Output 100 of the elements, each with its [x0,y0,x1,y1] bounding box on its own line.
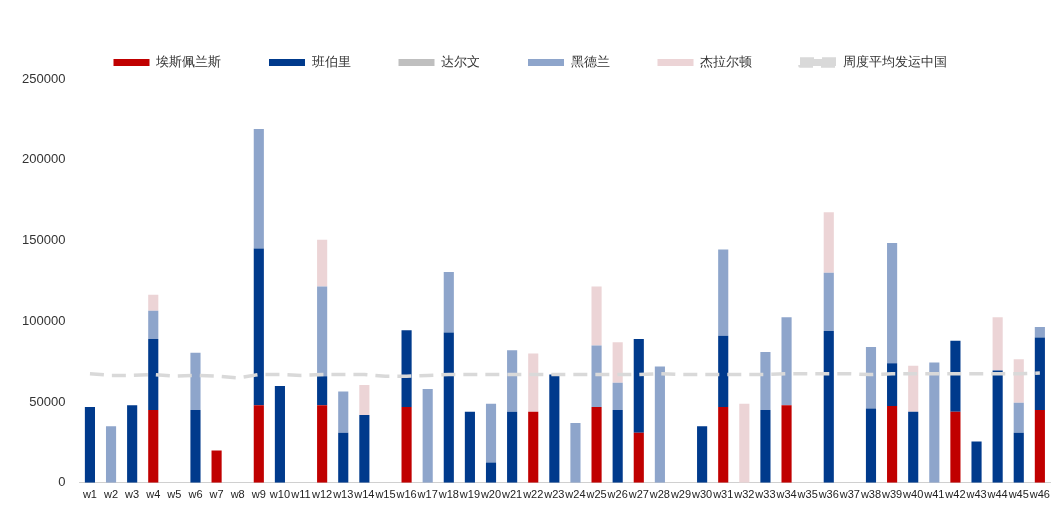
bar [549,374,560,483]
x-tick-label: w44 [986,488,1008,501]
bar [865,347,877,409]
bar [317,405,328,483]
bar [591,286,602,346]
bar [950,411,961,483]
bar [718,406,729,483]
bar [633,339,644,433]
x-tick-label: w25 [585,488,607,501]
bar [253,405,264,483]
bar [823,330,834,483]
bar [739,403,750,483]
bar [338,432,349,483]
bar [887,242,898,364]
bar [633,432,644,483]
bar [127,405,138,483]
x-tick-label: w34 [775,488,797,501]
bar [317,286,328,377]
x-tick-label: w6 [187,488,203,501]
x-tick-label: w3 [124,488,140,501]
bar [697,426,708,483]
bar [591,345,602,407]
bar [887,363,898,407]
x-tick-label: w21 [501,488,523,501]
bar [148,339,159,411]
bar [528,353,539,412]
bar [317,239,328,287]
x-tick-label: w37 [838,488,860,501]
bar [253,248,264,406]
bar [211,450,222,483]
bar [908,365,919,412]
x-tick-label: w11 [290,488,311,501]
y-tick-label: 250000 [21,70,66,86]
bar [781,405,792,483]
x-tick-label: w41 [923,488,945,501]
x-tick-label: w19 [458,488,480,501]
bar [929,362,940,483]
legend-label: 达尔文 [441,53,480,69]
legend-label: 埃斯佩兰斯 [155,53,221,69]
y-tick-label: 100000 [21,312,66,328]
x-tick-label: w10 [268,488,291,501]
x-tick-label: w14 [353,488,375,501]
x-tick-label: w24 [564,488,586,501]
bar [401,406,412,483]
x-tick-label: w4 [145,488,161,501]
x-tick-label: w7 [208,488,224,501]
x-tick-label: w32 [733,488,755,501]
bar [359,414,370,483]
x-tick-label: w8 [229,488,245,501]
bar [443,272,454,333]
bar [1013,359,1024,403]
x-tick-label: w23 [543,488,565,501]
bar [760,351,771,411]
x-tick-label: w16 [395,488,417,501]
x-tick-label: w31 [712,488,734,501]
y-tick-label: 50000 [29,393,66,409]
x-tick-label: w39 [881,488,903,501]
bar [190,352,201,411]
bar [865,408,877,483]
x-tick-label: w30 [691,488,713,501]
x-tick-label: w12 [311,488,333,501]
bar [464,411,475,483]
x-tick-label: w15 [374,488,396,501]
bar [823,212,834,273]
bar [84,406,95,483]
bar [591,406,602,483]
bar [823,272,834,331]
x-tick-label: w9 [250,488,266,501]
legend-label: 周度平均发运中国 [842,53,947,69]
bar [950,340,961,412]
bar [612,342,623,383]
x-tick-label: w26 [606,488,628,501]
x-tick-label: w13 [332,488,354,501]
bar [485,462,497,483]
x-tick-label: w20 [479,488,502,501]
bar [718,335,729,407]
x-tick-label: w33 [754,488,776,501]
bar [1034,410,1045,483]
x-tick-label: w40 [902,488,924,501]
x-tick-label: w5 [166,488,182,501]
x-tick-label: w27 [627,488,649,501]
bar [190,410,201,483]
legend-label: 班伯里 [311,53,351,69]
x-tick-label: w22 [522,488,544,501]
bar [485,403,497,463]
x-tick-label: w46 [1028,488,1050,501]
bar [317,376,328,406]
bar [1013,402,1024,433]
bar [401,330,412,407]
bar [718,249,729,336]
bar [443,332,454,483]
bar [338,391,349,433]
bar [148,410,159,483]
bar [992,370,1003,483]
bar [992,317,1003,371]
bar [570,423,581,483]
x-tick-label: w17 [416,488,438,501]
x-tick-label: w38 [859,488,882,501]
bar [760,410,771,483]
bar [359,385,370,415]
